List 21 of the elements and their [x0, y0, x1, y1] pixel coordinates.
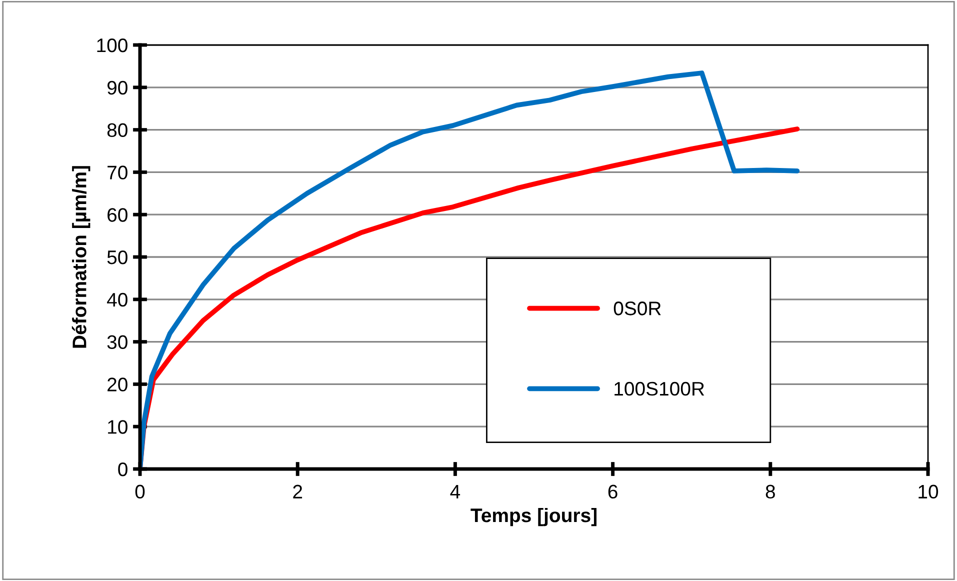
- x-tick-label: 10: [918, 484, 938, 499]
- x-tick-label: 8: [766, 484, 775, 499]
- x-tick-label: 4: [450, 484, 460, 498]
- y-tick-label: 70: [108, 166, 128, 180]
- x-tick-label: 2: [293, 484, 302, 498]
- y-tick-label: 30: [107, 335, 128, 350]
- y-tick-label: 10: [108, 420, 128, 434]
- y-tick-label: 0: [118, 462, 128, 476]
- legend-label: 100S100R: [614, 382, 704, 396]
- x-tick-label: 0: [135, 484, 145, 499]
- y-tick-label: 60: [108, 208, 128, 222]
- legend-label: 0S0R: [614, 302, 661, 316]
- y-tick-label: 100: [97, 38, 128, 52]
- y-tick-label: 20: [108, 378, 128, 392]
- y-tick-label: 40: [107, 292, 128, 307]
- y-tick-label: 80: [107, 123, 128, 138]
- x-tick-label: 6: [608, 484, 618, 499]
- y-axis-title: Déformation [µm/m]: [72, 166, 90, 348]
- x-axis-title: Temps [jours]: [470, 508, 596, 526]
- y-tick-label: 50: [107, 250, 128, 264]
- y-tick-label: 90: [107, 80, 128, 95]
